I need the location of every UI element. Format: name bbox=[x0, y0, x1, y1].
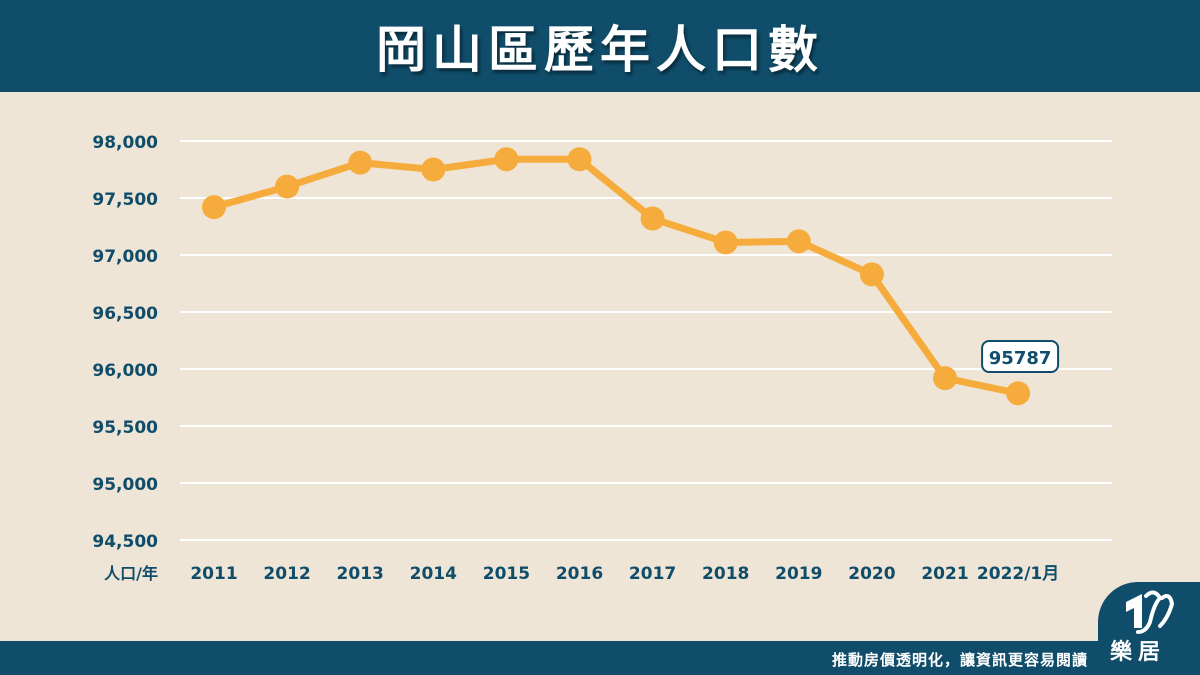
data-point bbox=[713, 230, 738, 255]
data-point bbox=[494, 147, 519, 172]
data-point bbox=[567, 147, 592, 172]
data-point bbox=[421, 157, 446, 182]
footer-slogan: 推動房價透明化，讓資訊更容易閱讀 bbox=[831, 651, 1088, 669]
data-point bbox=[859, 262, 884, 287]
y-tick-label: 94,500 bbox=[92, 532, 158, 552]
x-tick-label: 2016 bbox=[556, 564, 603, 584]
y-tick-label: 96,000 bbox=[92, 361, 158, 381]
annotation-box bbox=[981, 340, 1060, 373]
series-line bbox=[210, 155, 1022, 397]
data-point bbox=[275, 174, 300, 199]
data-point bbox=[786, 229, 811, 254]
brand-logo: 樂居 bbox=[1098, 582, 1200, 675]
y-tick-label: 95,500 bbox=[92, 418, 158, 438]
x-tick-label: 2014 bbox=[410, 564, 457, 584]
x-tick-label: 2019 bbox=[775, 564, 822, 584]
y-tick-label: 97,500 bbox=[92, 190, 158, 210]
annotation-label: 95787 bbox=[989, 348, 1052, 369]
data-point bbox=[348, 150, 373, 175]
x-tick-label: 2012 bbox=[263, 564, 310, 584]
x-tick-label: 2022/1月 bbox=[977, 564, 1059, 584]
y-tick-label: 98,000 bbox=[92, 133, 158, 153]
y-tick-label: 95,000 bbox=[92, 475, 158, 495]
data-point bbox=[640, 206, 665, 231]
data-point bbox=[933, 366, 957, 391]
data-points bbox=[202, 147, 1031, 406]
header-bar: 岡山區歷年人口數 bbox=[0, 0, 1200, 92]
grid-lines bbox=[180, 140, 1112, 541]
y-axis-label: 人口/年 bbox=[104, 564, 158, 583]
annotation: 95787 bbox=[981, 340, 1060, 373]
y-tick-label: 97,000 bbox=[92, 247, 158, 267]
footer-bar: 推動房價透明化，讓資訊更容易閱讀 bbox=[0, 641, 1200, 675]
x-tick-labels: 2011 2012 2013 2014 2015 2016 2017 2018 2019 2020… bbox=[190, 564, 1059, 584]
x-tick-label: 2011 bbox=[190, 564, 237, 584]
series-polyline bbox=[210, 155, 1022, 397]
x-tick-label: 2013 bbox=[337, 564, 384, 584]
x-tick-label: 2018 bbox=[702, 564, 749, 584]
page-title: 岡山區歷年人口數 bbox=[376, 21, 824, 79]
y-tick-label: 96,500 bbox=[92, 304, 158, 324]
x-tick-label: 2020 bbox=[848, 564, 895, 584]
x-tick-label: 2021 bbox=[921, 564, 968, 584]
x-tick-label: 2017 bbox=[629, 564, 676, 584]
y-tick-labels: 98,000 97,500 97,000 96,500 96,000 95,500 95,0… bbox=[92, 133, 158, 552]
logo-text: 樂居 bbox=[1110, 640, 1167, 665]
x-tick-label: 2015 bbox=[483, 564, 530, 584]
logo-mark-icon bbox=[1126, 590, 1175, 634]
data-point bbox=[1006, 381, 1031, 406]
data-point bbox=[202, 195, 226, 220]
